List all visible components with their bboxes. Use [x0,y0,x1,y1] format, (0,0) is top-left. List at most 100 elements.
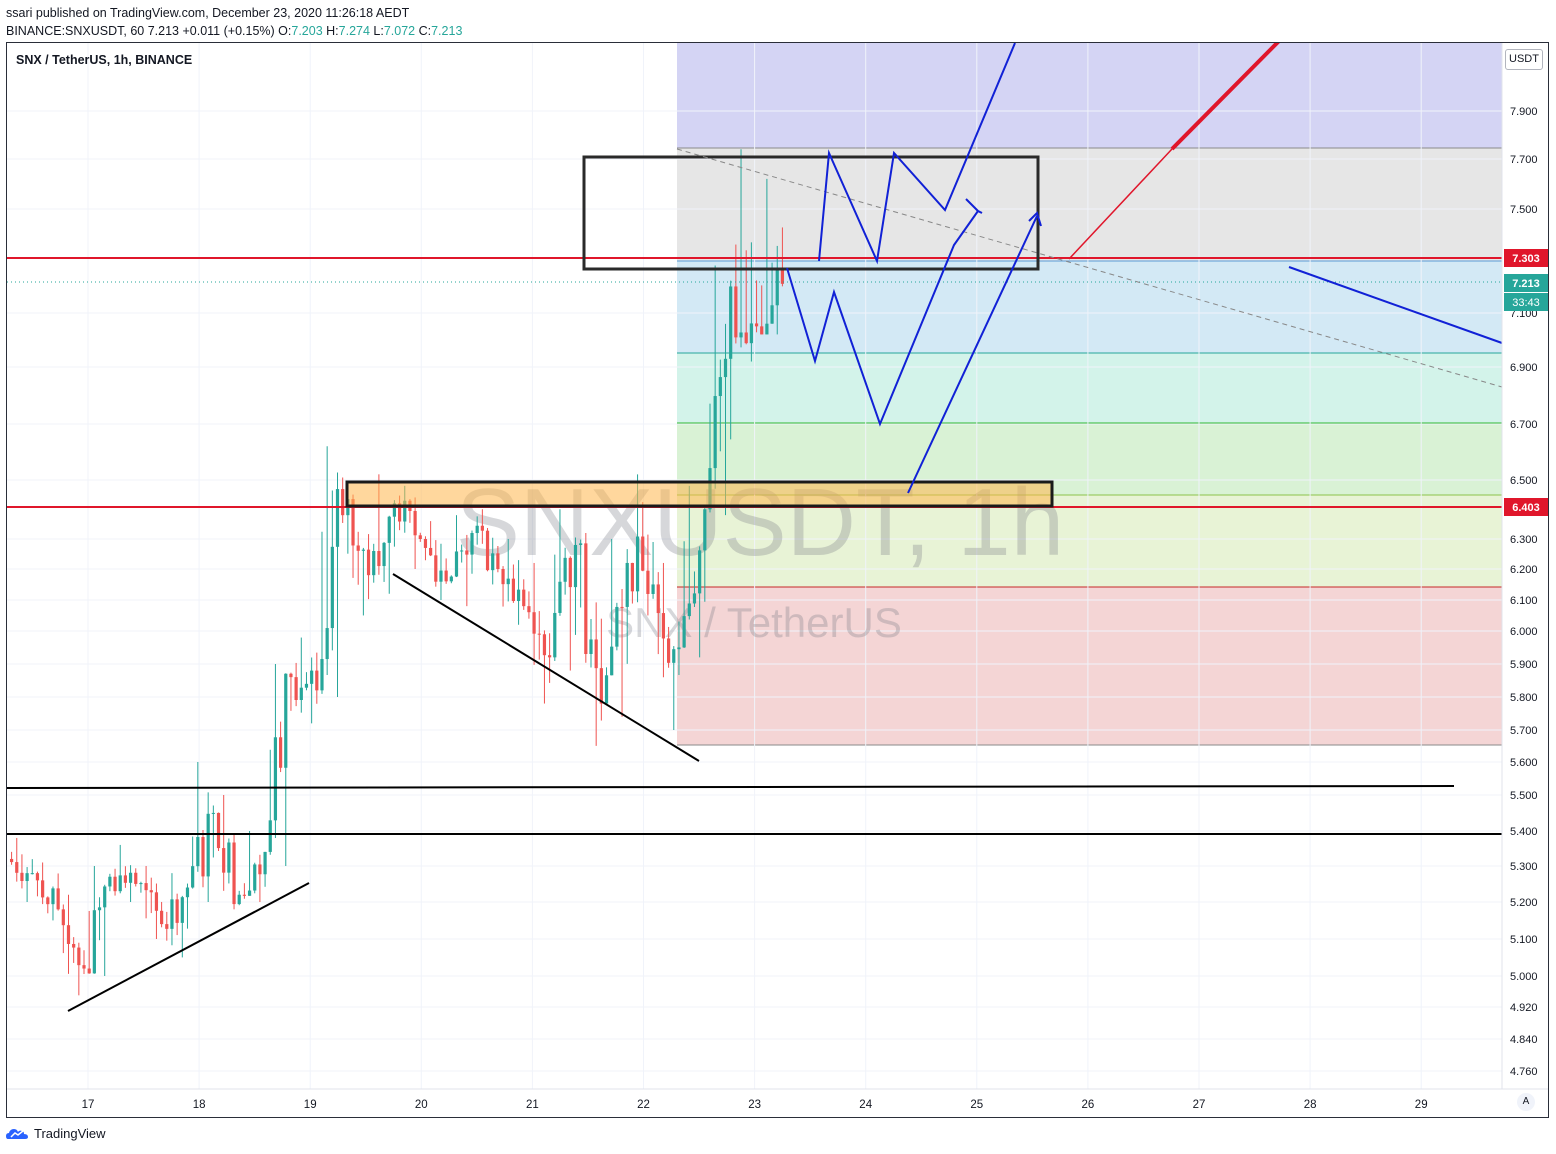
candle-body [242,894,246,896]
candle-body [403,500,407,522]
svg-text:6.403: 6.403 [1512,502,1540,514]
candle-body [387,516,391,543]
candle-body [279,737,283,768]
candle-body [625,562,629,607]
low-label: L: [373,24,384,38]
candle-body [165,924,169,929]
candle-body [185,887,190,898]
candle-body [765,323,769,335]
dashed-trendline[interactable] [676,148,1503,388]
time-tick-label: 20 [415,1099,428,1111]
candle-body [392,503,397,517]
candle-body [382,542,386,567]
candle-body [439,570,443,582]
candle-body [56,888,60,910]
price-tick-label: 7.700 [1510,154,1538,166]
candle-body [377,551,381,567]
candle-body [253,864,257,891]
candle-body [118,875,122,892]
price-chart[interactable]: SNXUSDT, 1h SNX / TetherUS [7,43,1548,1117]
watermark-name: SNX / TetherUS [606,599,902,646]
support-line-5500[interactable] [7,785,1455,789]
symbol-legend[interactable]: SNX / TetherUS, 1h, BINANCE [16,53,193,67]
price-tick-label: 4.840 [1510,1034,1538,1046]
candle-body [35,873,40,881]
price-tick-label: 5.300 [1510,861,1538,873]
candle-body [470,533,474,555]
time-tick-label: 27 [1193,1099,1206,1111]
candle-body [366,549,371,576]
candle-body [485,530,490,571]
low-value: 7.072 [383,24,416,38]
candle-body [604,675,609,704]
candle-body [356,545,360,551]
price-badge-7303: 7.303 [1504,249,1548,267]
price-tick-label: 7.500 [1510,204,1538,216]
candle-body [315,670,319,691]
candle-series [9,149,785,996]
candle-body [651,584,655,594]
red-projection-thick[interactable] [1170,43,1280,151]
candle-body [341,489,345,516]
candle-body [692,593,697,604]
candle-body [284,673,288,768]
candle-body [175,899,179,923]
price-axis[interactable] [1502,43,1548,1089]
red-projection-thin[interactable] [1068,148,1173,260]
time-tick-label: 21 [526,1099,539,1111]
price-tick-label: 6.500 [1510,475,1538,487]
candle-body [9,858,14,863]
chart-pane[interactable]: SNXUSDT, 1h SNX / TetherUS [6,42,1549,1118]
candle-body [568,557,572,588]
price-change: +0.011 (+0.15%) [182,24,275,38]
time-tick-label: 26 [1082,1099,1095,1111]
candle-body [263,851,267,875]
candle-body [87,968,91,974]
candle-body [496,553,500,569]
candle-body [475,525,479,534]
candle-body [108,876,112,887]
auto-scale-button[interactable]: A [1517,1093,1535,1111]
ascending-trendline[interactable] [67,882,310,1012]
candle-body [744,332,748,344]
candle-body [723,358,728,378]
candle-body [97,907,102,911]
time-tick-label: 24 [859,1099,872,1111]
candle-body [511,578,515,602]
price-tick-label: 5.900 [1510,659,1538,671]
open-value: 7.203 [291,24,323,38]
candle-body [103,886,107,908]
candle-body [413,510,417,536]
candle-body [299,687,303,701]
candle-body [25,873,29,882]
candle-body [775,269,779,306]
target-zone-top [677,43,1502,148]
blue-path-drawings[interactable] [786,43,1503,494]
high-value: 7.274 [338,24,370,38]
price-tick-label: 5.600 [1510,757,1538,769]
time-tick-label: 22 [637,1099,650,1111]
descending-trendline[interactable] [392,573,700,762]
candle-body [77,947,81,966]
candle-body [201,837,205,877]
currency-button[interactable]: USDT [1505,49,1543,70]
breakout-box[interactable] [345,480,1054,508]
candle-body [579,543,583,545]
time-axis[interactable] [7,1089,1548,1117]
candle-body [780,269,785,284]
ohlc-line: BINANCE:SNXUSDT, 60 7.213 +0.011 (+0.15%… [6,22,462,40]
countdown-badge: 33:43 [1504,293,1548,311]
price-tick-label: 5.100 [1510,934,1538,946]
price-tick-label: 5.500 [1510,790,1538,802]
candle-body [423,539,428,548]
candle-body [522,589,526,607]
candle-body [429,547,433,556]
price-tick-label: 6.100 [1510,595,1538,607]
candle-body [66,925,71,944]
candle-body [729,286,733,359]
candle-body [454,551,459,577]
price-tick-label: 6.900 [1510,362,1538,374]
fib-zone-mint [677,353,1502,423]
candle-body [30,873,34,875]
candle-body [418,535,422,539]
